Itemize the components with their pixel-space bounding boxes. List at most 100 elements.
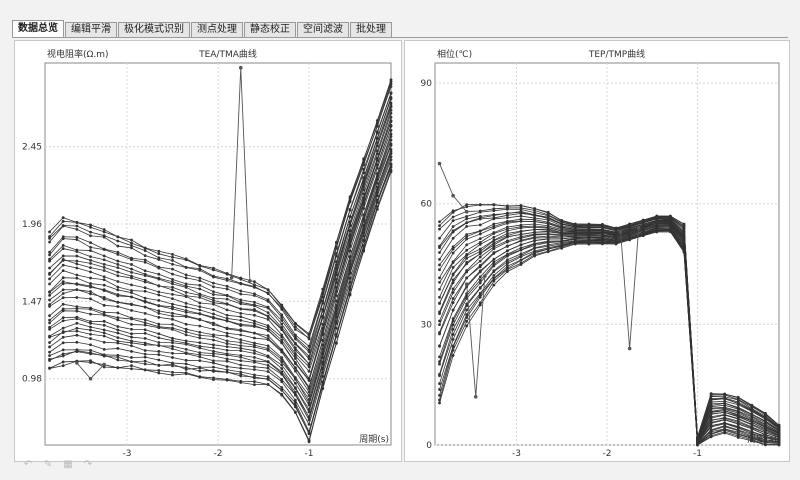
y-tick-label: 30 xyxy=(421,320,433,330)
data-point xyxy=(61,224,65,227)
data-point xyxy=(506,227,509,231)
tab-0[interactable]: 数据总览 xyxy=(12,20,64,37)
data-point xyxy=(519,258,523,262)
data-point xyxy=(519,238,523,242)
data-point xyxy=(362,238,366,242)
data-point xyxy=(682,222,686,226)
data-point xyxy=(61,244,65,247)
data-point xyxy=(438,301,441,305)
data-point xyxy=(438,227,441,231)
data-point xyxy=(253,308,256,311)
data-point xyxy=(451,281,455,285)
tab-4[interactable]: 静态校正 xyxy=(244,22,296,37)
data-point xyxy=(130,295,133,299)
data-point xyxy=(116,300,120,304)
data-point xyxy=(266,337,270,340)
data-point xyxy=(334,326,338,330)
data-point xyxy=(184,358,188,362)
data-point xyxy=(171,267,174,271)
data-point xyxy=(506,270,509,273)
data-point xyxy=(519,204,523,208)
data-point xyxy=(130,339,133,343)
data-point xyxy=(48,250,51,254)
data-point xyxy=(48,266,51,270)
data-point xyxy=(171,339,174,343)
data-point xyxy=(212,301,215,305)
data-point xyxy=(438,388,441,391)
grid-icon[interactable]: ▦ xyxy=(63,459,73,470)
data-point xyxy=(116,270,120,274)
series-line xyxy=(49,86,392,339)
data-point xyxy=(307,423,311,426)
data-point xyxy=(198,276,202,280)
data-point xyxy=(157,364,161,367)
data-point xyxy=(157,369,161,372)
data-point xyxy=(307,430,311,434)
data-point xyxy=(389,124,393,128)
data-point xyxy=(451,215,455,219)
data-point xyxy=(723,416,727,419)
data-point xyxy=(225,319,229,323)
tab-1[interactable]: 编辑平滑 xyxy=(65,22,117,37)
data-point xyxy=(157,358,161,362)
spike-point xyxy=(75,361,79,365)
data-point xyxy=(198,295,202,299)
x-tick-label: -1 xyxy=(305,449,314,459)
data-point xyxy=(293,376,297,379)
tab-5[interactable]: 空间滤波 xyxy=(297,22,349,37)
data-point xyxy=(239,363,243,367)
data-point xyxy=(184,333,188,337)
data-point xyxy=(212,352,215,355)
series-line xyxy=(49,97,392,353)
data-point xyxy=(451,236,455,240)
data-point xyxy=(533,211,536,214)
data-point xyxy=(116,285,120,289)
data-point xyxy=(61,352,65,356)
data-point xyxy=(130,256,133,260)
data-point xyxy=(212,274,215,278)
tab-6[interactable]: 批处理 xyxy=(350,22,392,37)
data-point xyxy=(198,351,202,355)
data-point xyxy=(116,316,120,320)
data-point xyxy=(239,374,243,378)
data-point xyxy=(239,324,243,328)
data-point xyxy=(184,367,188,371)
data-point xyxy=(253,303,256,307)
data-point xyxy=(465,235,469,239)
data-point xyxy=(61,235,65,239)
data-point xyxy=(307,415,311,419)
data-point xyxy=(116,339,120,343)
data-point xyxy=(212,290,215,294)
data-point xyxy=(465,319,469,323)
spike-point xyxy=(618,230,623,234)
data-point xyxy=(116,358,120,362)
series-line xyxy=(49,106,392,365)
data-point xyxy=(492,251,496,254)
tab-3[interactable]: 测点处理 xyxy=(191,22,243,37)
data-point xyxy=(438,331,441,334)
data-point xyxy=(171,361,174,365)
pencil-icon[interactable]: ✎ xyxy=(43,459,53,470)
data-point xyxy=(130,238,133,242)
data-point xyxy=(212,361,215,365)
data-point xyxy=(307,398,311,401)
data-point xyxy=(280,303,284,307)
data-point xyxy=(293,386,297,390)
data-point xyxy=(266,377,270,381)
data-point xyxy=(465,205,469,209)
data-point xyxy=(375,163,379,167)
tab-divider xyxy=(12,37,788,38)
data-point xyxy=(253,368,256,371)
series-line xyxy=(49,139,392,404)
data-point xyxy=(736,400,740,404)
data-point xyxy=(102,275,106,279)
tab-2[interactable]: 极化模式识别 xyxy=(118,22,190,37)
data-point xyxy=(130,274,133,278)
data-point xyxy=(280,363,284,367)
data-point xyxy=(61,326,65,330)
data-point xyxy=(239,338,243,342)
undo-icon[interactable]: ↶ xyxy=(23,459,33,470)
redo-icon[interactable]: ↷ xyxy=(83,459,93,470)
data-point xyxy=(253,300,256,304)
data-point xyxy=(478,229,482,233)
